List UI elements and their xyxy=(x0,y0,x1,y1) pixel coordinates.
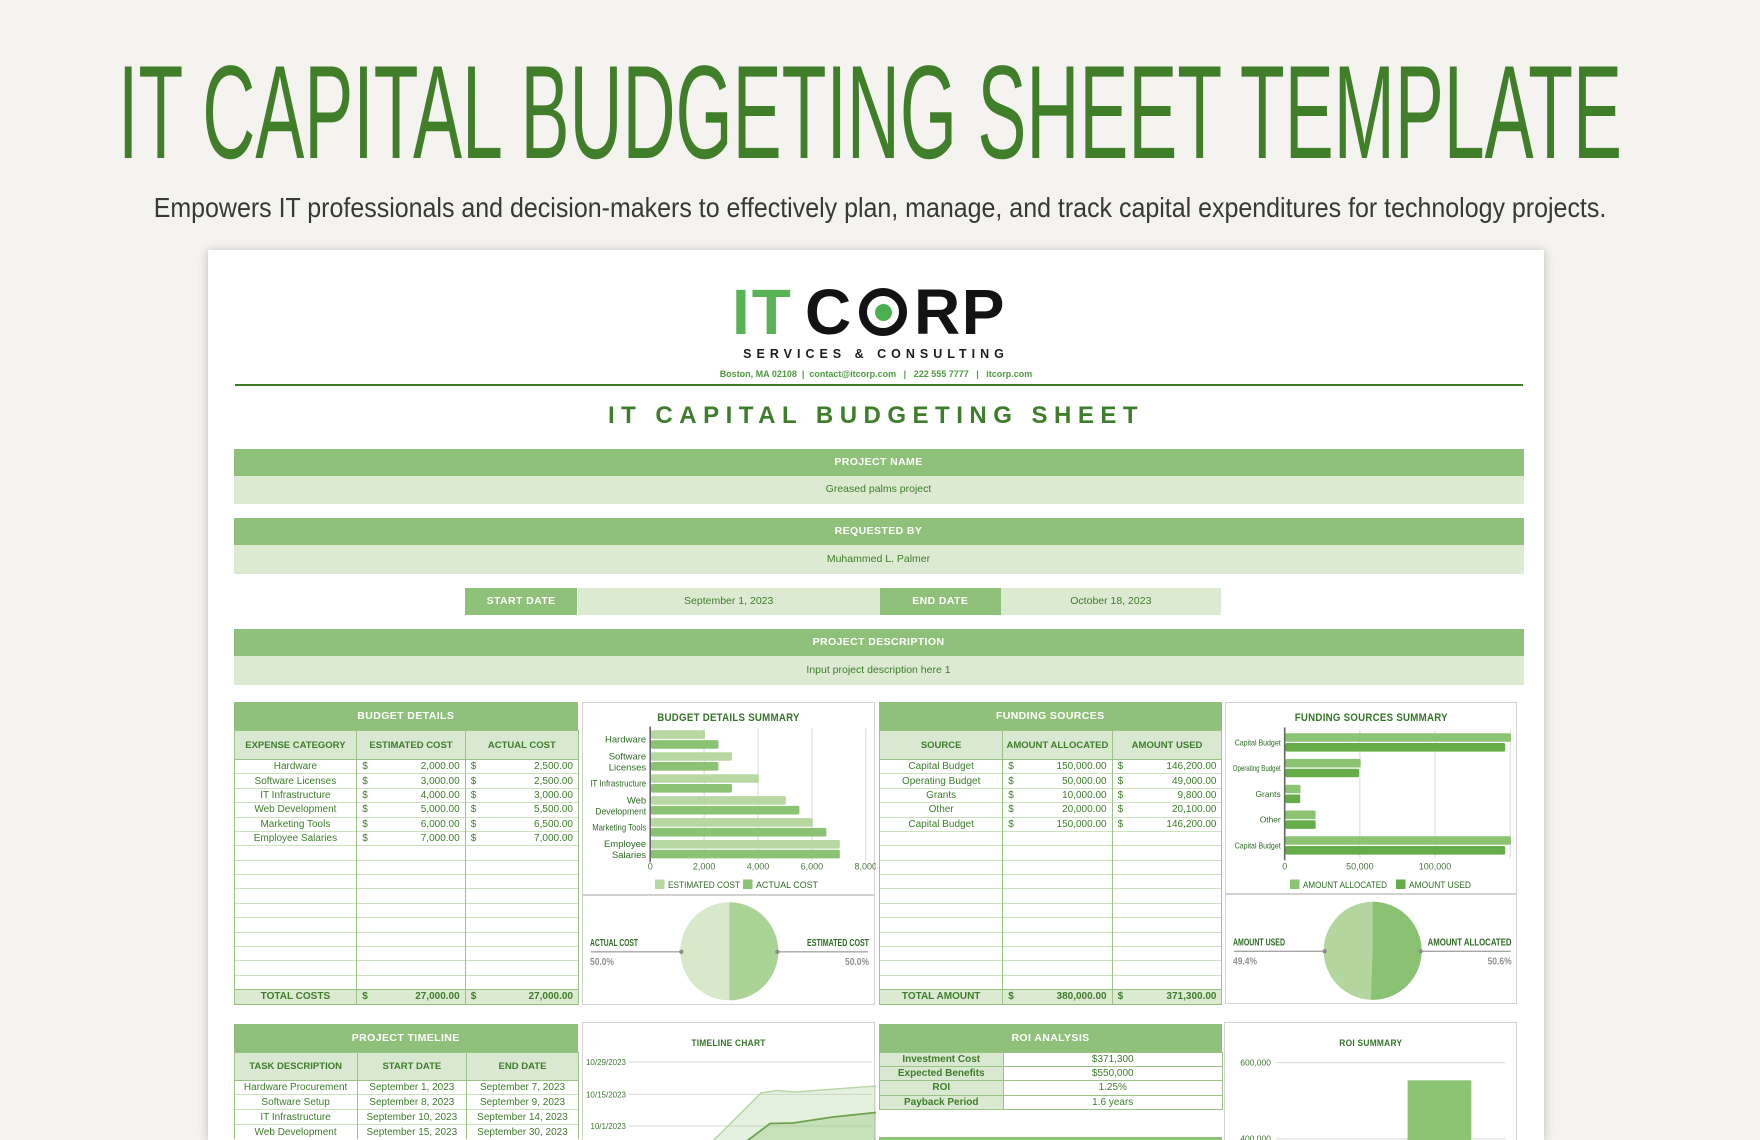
svg-text:Capital Budget: Capital Budget xyxy=(1235,840,1282,850)
svg-text:8,000: 8,000 xyxy=(855,862,876,872)
svg-text:50,000: 50,000 xyxy=(1346,862,1374,872)
svg-text:400,000: 400,000 xyxy=(1240,1134,1271,1140)
svg-text:4,000: 4,000 xyxy=(747,862,770,872)
svg-text:ESTIMATED COST: ESTIMATED COST xyxy=(807,937,869,949)
svg-text:AMOUNT USED: AMOUNT USED xyxy=(1233,936,1285,948)
svg-text:Licenses: Licenses xyxy=(609,762,647,773)
svg-text:Web: Web xyxy=(627,795,646,806)
svg-text:AMOUNT ALLOCATED: AMOUNT ALLOCATED xyxy=(1303,880,1387,890)
svg-text:IT Infrastructure: IT Infrastructure xyxy=(590,778,646,789)
svg-text:10/15/2023: 10/15/2023 xyxy=(586,1090,627,1099)
svg-text:Employee: Employee xyxy=(604,839,646,850)
svg-text:10/29/2023: 10/29/2023 xyxy=(586,1058,627,1067)
svg-text:Salaries: Salaries xyxy=(612,850,647,861)
svg-text:Grants: Grants xyxy=(1255,789,1280,799)
svg-text:50.0%: 50.0% xyxy=(845,957,869,968)
svg-text:100,000: 100,000 xyxy=(1419,862,1452,872)
svg-text:0: 0 xyxy=(1282,862,1287,872)
svg-text:50.0%: 50.0% xyxy=(590,957,614,968)
svg-text:AMOUNT USED: AMOUNT USED xyxy=(1409,880,1471,890)
svg-text:Software: Software xyxy=(609,751,647,762)
svg-text:AMOUNT ALLOCATED: AMOUNT ALLOCATED xyxy=(1427,936,1511,948)
svg-text:ACTUAL COST: ACTUAL COST xyxy=(756,880,818,890)
svg-text:ESTIMATED COST: ESTIMATED COST xyxy=(668,880,740,890)
svg-text:Operating Budget: Operating Budget xyxy=(1233,763,1281,773)
svg-text:Development: Development xyxy=(595,806,646,817)
svg-text:2,000: 2,000 xyxy=(693,862,716,872)
svg-text:600,000: 600,000 xyxy=(1240,1058,1271,1068)
svg-text:Marketing Tools: Marketing Tools xyxy=(592,822,646,833)
svg-text:6,000: 6,000 xyxy=(801,862,824,872)
svg-text:49.4%: 49.4% xyxy=(1233,956,1257,967)
svg-text:0: 0 xyxy=(648,862,653,872)
svg-text:Other: Other xyxy=(1260,815,1281,825)
svg-text:Capital Budget: Capital Budget xyxy=(1235,737,1282,747)
svg-text:ACTUAL COST: ACTUAL COST xyxy=(590,937,638,949)
svg-text:10/1/2023: 10/1/2023 xyxy=(590,1122,626,1131)
svg-text:Hardware: Hardware xyxy=(605,735,646,746)
svg-text:50.6%: 50.6% xyxy=(1487,956,1511,967)
